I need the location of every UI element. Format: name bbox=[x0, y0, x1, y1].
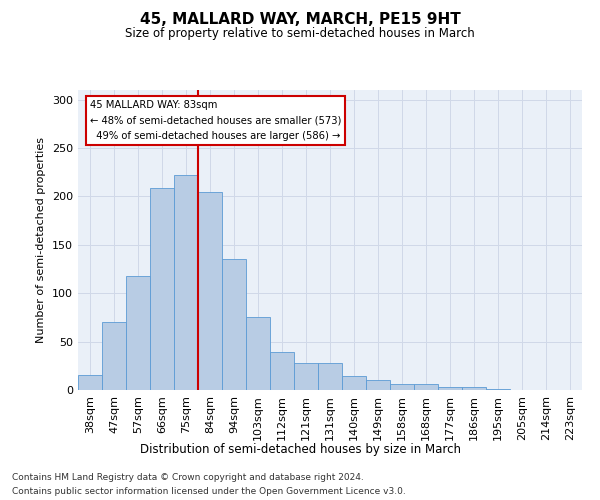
Text: 45, MALLARD WAY, MARCH, PE15 9HT: 45, MALLARD WAY, MARCH, PE15 9HT bbox=[140, 12, 460, 28]
Bar bbox=[126, 276, 150, 390]
Bar bbox=[414, 384, 438, 390]
Bar bbox=[102, 322, 126, 390]
Text: Distribution of semi-detached houses by size in March: Distribution of semi-detached houses by … bbox=[139, 442, 461, 456]
Bar bbox=[270, 352, 294, 390]
Bar bbox=[294, 363, 318, 390]
Bar bbox=[174, 175, 198, 390]
Bar bbox=[438, 387, 462, 390]
Bar bbox=[198, 192, 222, 390]
Text: Contains HM Land Registry data © Crown copyright and database right 2024.: Contains HM Land Registry data © Crown c… bbox=[12, 472, 364, 482]
Bar bbox=[318, 363, 342, 390]
Bar bbox=[366, 380, 390, 390]
Text: Contains public sector information licensed under the Open Government Licence v3: Contains public sector information licen… bbox=[12, 488, 406, 496]
Bar bbox=[150, 188, 174, 390]
Bar bbox=[342, 376, 366, 390]
Text: 45 MALLARD WAY: 83sqm
← 48% of semi-detached houses are smaller (573)
  49% of s: 45 MALLARD WAY: 83sqm ← 48% of semi-deta… bbox=[90, 100, 341, 141]
Bar bbox=[78, 374, 102, 390]
Bar bbox=[390, 384, 414, 390]
Bar bbox=[246, 318, 270, 390]
Y-axis label: Number of semi-detached properties: Number of semi-detached properties bbox=[37, 137, 46, 343]
Bar bbox=[486, 389, 510, 390]
Text: Size of property relative to semi-detached houses in March: Size of property relative to semi-detach… bbox=[125, 28, 475, 40]
Bar bbox=[222, 260, 246, 390]
Bar bbox=[462, 387, 486, 390]
